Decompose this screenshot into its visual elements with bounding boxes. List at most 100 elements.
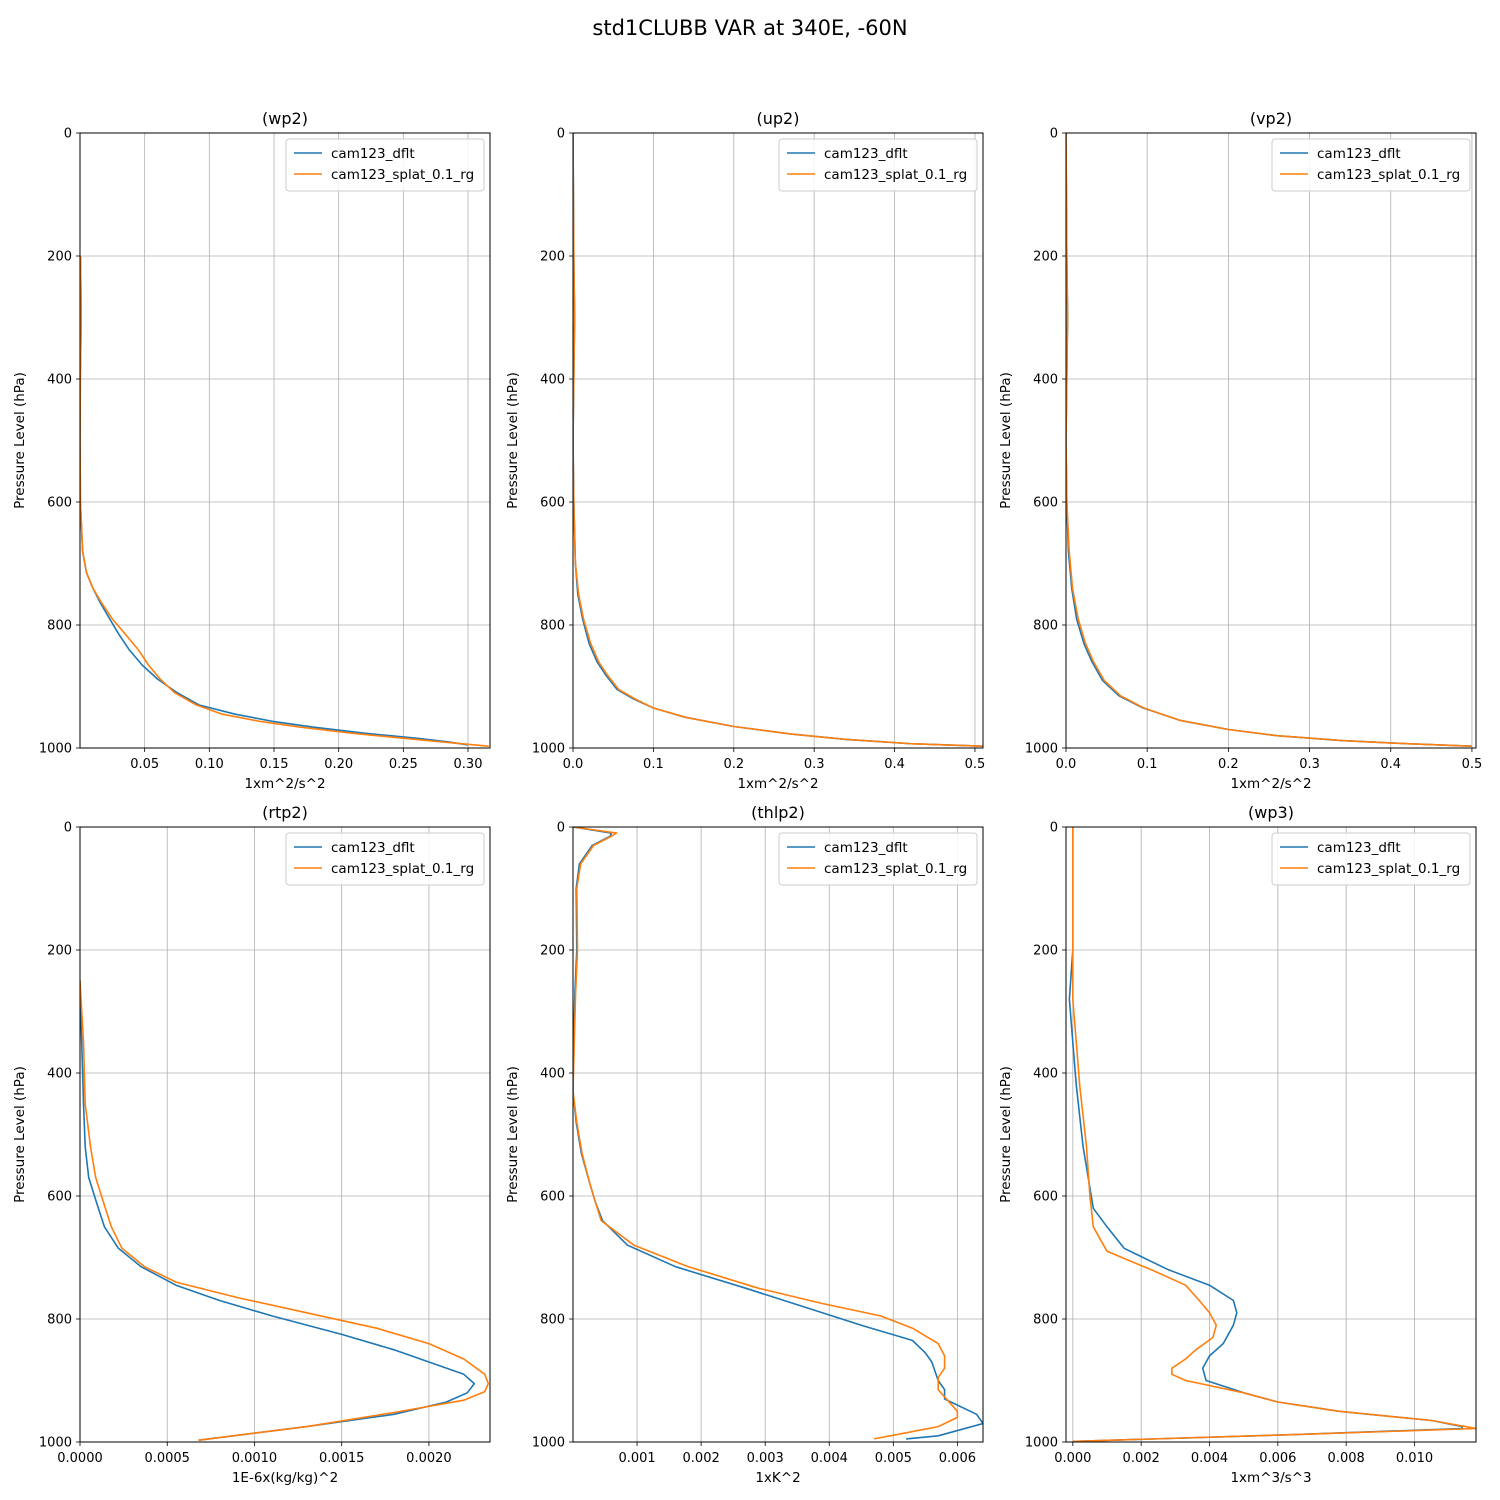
- y-tick-label: 400: [47, 373, 72, 388]
- y-tick-label: 1000: [39, 742, 72, 757]
- plot-frame: [79, 132, 491, 749]
- y-axis-label: Pressure Level (hPa): [998, 1066, 1014, 1203]
- panel-title: (up2): [757, 109, 800, 128]
- y-tick-label: 800: [47, 619, 72, 634]
- panel-title: (thlp2): [751, 803, 805, 822]
- y-tick-label: 800: [540, 619, 565, 634]
- series-line-2: [573, 133, 983, 747]
- x-tick-label: 0.001: [618, 1451, 655, 1466]
- y-tick-label: 200: [1033, 250, 1058, 265]
- x-tick-label: 0.006: [939, 1451, 976, 1466]
- panel-1: 0.05 0.10 0.15 0.20 0.25 0.30 0 200 400 600 800 100…: [12, 109, 491, 792]
- figure-title: std1CLUBB VAR at 340E, -60N: [592, 16, 908, 40]
- x-tick-label: 0.4: [1380, 757, 1401, 772]
- series-line-2: [80, 980, 490, 1441]
- x-tick-label: 0.0015: [319, 1451, 365, 1466]
- panel-title: (rtp2): [262, 803, 308, 822]
- panel-5: 0.001 0.002 0.003 0.004 0.005 0.006 0 200 400 600…: [505, 803, 984, 1486]
- series-line-1: [1066, 133, 1472, 747]
- x-tick-label: 0.0000: [57, 1451, 103, 1466]
- panel-title: (wp3): [1248, 803, 1294, 822]
- series-line-2: [1072, 827, 1476, 1442]
- legend-entry: cam123_splat_0.1_rg: [331, 167, 474, 183]
- y-tick-label: 600: [1033, 496, 1058, 511]
- panel-title: (wp2): [262, 109, 308, 128]
- series-line-2: [1066, 133, 1472, 747]
- x-tick-label: 0.3: [1299, 757, 1320, 772]
- series-line-2: [80, 255, 489, 747]
- x-tick-label: 0.05: [130, 757, 159, 772]
- y-axis-label: Pressure Level (hPa): [12, 1066, 28, 1203]
- x-tick-label: 0.004: [1191, 1451, 1228, 1466]
- x-tick-label: 0.1: [1137, 757, 1158, 772]
- y-axis-label: Pressure Level (hPa): [505, 372, 521, 509]
- legend-box: [285, 832, 485, 886]
- x-tick-label: 0.002: [683, 1451, 720, 1466]
- y-tick-label: 600: [540, 496, 565, 511]
- panel-6: 0.000 0.002 0.004 0.006 0.008 0.010 0 200 400 600…: [998, 803, 1477, 1486]
- y-tick-label: 800: [1033, 1313, 1058, 1328]
- x-tick-label: 0.20: [324, 757, 353, 772]
- y-axis-label: Pressure Level (hPa): [998, 372, 1014, 509]
- x-tick-label: 0.0: [1056, 757, 1077, 772]
- y-tick-label: 400: [1033, 1067, 1058, 1082]
- legend-entry: cam123_splat_0.1_rg: [824, 167, 967, 183]
- x-tick-label: 0.010: [1396, 1451, 1433, 1466]
- y-tick-label: 200: [47, 250, 72, 265]
- y-tick-label: 600: [540, 1190, 565, 1205]
- series-line-1: [1068, 827, 1464, 1442]
- x-tick-label: 0.008: [1328, 1451, 1365, 1466]
- plot-frame: [572, 132, 984, 749]
- x-tick-label: 0.3: [804, 757, 825, 772]
- series-line-1: [573, 133, 983, 747]
- x-tick-label: 0.000: [1054, 1451, 1091, 1466]
- legend-entry: cam123_splat_0.1_rg: [331, 861, 474, 877]
- legend-box: [1271, 832, 1471, 886]
- plot-frame: [1065, 132, 1477, 749]
- y-tick-label: 0: [64, 821, 72, 836]
- panel-2: 0.0 0.1 0.2 0.3 0.4 0.5 0 200 400 600 800 1000 1xm^2…: [505, 109, 985, 792]
- x-axis-label: 1xm^2/s^2: [737, 776, 818, 792]
- y-tick-label: 400: [47, 1067, 72, 1082]
- legend-box: [778, 138, 978, 192]
- y-tick-label: 400: [540, 1067, 565, 1082]
- legend-entry: cam123_dflt: [824, 840, 908, 856]
- legend-entry: cam123_dflt: [331, 146, 415, 162]
- plot-frame: [79, 826, 491, 1443]
- plot-frame: [572, 826, 984, 1443]
- y-tick-label: 200: [1033, 944, 1058, 959]
- y-tick-label: 600: [47, 1190, 72, 1205]
- x-tick-label: 0.2: [723, 757, 744, 772]
- x-tick-label: 0.5: [1462, 757, 1483, 772]
- panel-3: 0.0 0.1 0.2 0.3 0.4 0.5 0 200 400 600 800 1000 1xm^2…: [998, 109, 1482, 792]
- y-tick-label: 1000: [39, 1436, 72, 1451]
- y-tick-label: 800: [540, 1313, 565, 1328]
- legend-entry: cam123_splat_0.1_rg: [1317, 861, 1460, 877]
- legend-entry: cam123_splat_0.1_rg: [1317, 167, 1460, 183]
- x-tick-label: 0.006: [1259, 1451, 1296, 1466]
- y-tick-label: 0: [64, 127, 72, 142]
- x-axis-label: 1xK^2: [755, 1470, 800, 1486]
- x-tick-label: 0.25: [389, 757, 418, 772]
- y-axis-label: Pressure Level (hPa): [505, 1066, 521, 1203]
- y-tick-label: 1000: [532, 742, 565, 757]
- x-tick-label: 0.003: [747, 1451, 784, 1466]
- x-tick-label: 0.0020: [406, 1451, 452, 1466]
- y-tick-label: 0: [557, 127, 565, 142]
- y-tick-label: 400: [540, 373, 565, 388]
- y-tick-label: 1000: [1025, 742, 1058, 757]
- plot-frame: [1065, 826, 1477, 1443]
- x-axis-label: 1xm^2/s^2: [1230, 776, 1311, 792]
- x-tick-label: 0.0: [563, 757, 584, 772]
- panel-4: 0.0000 0.0005 0.0010 0.0015 0.0020 0 200 400 600…: [12, 803, 491, 1486]
- x-tick-label: 0.4: [884, 757, 905, 772]
- x-tick-label: 0.2: [1218, 757, 1239, 772]
- x-tick-label: 0.5: [965, 757, 986, 772]
- y-tick-label: 0: [1050, 127, 1058, 142]
- x-tick-label: 0.005: [875, 1451, 912, 1466]
- legend-box: [285, 138, 485, 192]
- y-tick-label: 200: [540, 944, 565, 959]
- x-tick-label: 0.004: [811, 1451, 848, 1466]
- y-tick-label: 0: [1050, 821, 1058, 836]
